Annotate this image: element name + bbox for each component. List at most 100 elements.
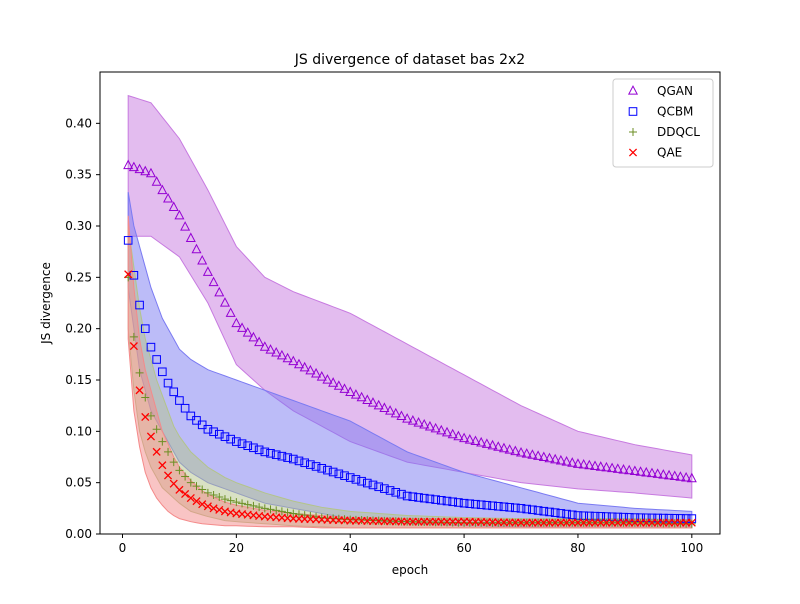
point-qgan (567, 457, 578, 467)
point-qgan (225, 307, 236, 317)
point-qgan (214, 286, 225, 297)
point-qgan (163, 192, 174, 203)
point-qgan (470, 435, 481, 446)
point-qcbm (226, 434, 235, 444)
point-ddqcl (146, 411, 155, 420)
point-qcbm (249, 443, 258, 453)
point-qgan (612, 463, 623, 473)
point-qae (215, 505, 224, 514)
point-qgan (140, 165, 151, 176)
point-ddqcl (289, 509, 298, 518)
band-qae (127, 215, 693, 529)
point-qcbm (203, 424, 213, 434)
point-qcbm (414, 493, 423, 502)
point-qgan (311, 367, 322, 378)
point-qcbm (232, 437, 241, 446)
point-qcbm (146, 342, 156, 352)
point-qgan (248, 331, 259, 342)
point-qcbm (192, 416, 201, 425)
point-qgan (123, 159, 134, 170)
point-qcbm (306, 460, 315, 469)
point-qae (209, 504, 218, 513)
point-qae (186, 494, 195, 503)
point-qgan (367, 397, 379, 407)
point-qae (135, 386, 144, 395)
point-qcbm (402, 491, 412, 501)
point-qgan (407, 415, 418, 425)
point-qgan (362, 394, 373, 404)
point-qgan (464, 434, 475, 444)
point-qcbm (550, 508, 560, 517)
legend-label-qgan: QGAN (657, 84, 693, 98)
x-tick-label: 60 (456, 541, 471, 555)
point-ddqcl (272, 506, 281, 515)
point-qgan (339, 383, 350, 393)
point-qgan (476, 436, 487, 447)
point-qae (198, 500, 207, 509)
point-qcbm (391, 488, 401, 497)
point-qae (687, 518, 696, 527)
point-qgan (515, 446, 527, 457)
point-ddqcl (260, 504, 269, 513)
plot-frame (99, 71, 721, 535)
point-qgan (197, 255, 208, 265)
legend-label-qcbm: QCBM (657, 105, 693, 119)
point-ddqcl (181, 472, 190, 481)
point-qcbm (556, 509, 566, 518)
point-qcbm (533, 506, 543, 515)
point-qgan (254, 336, 265, 347)
point-qcbm (220, 432, 230, 441)
point-qcbm (437, 496, 446, 505)
point-qgan (157, 184, 168, 195)
point-qgan (168, 201, 179, 211)
point-qcbm (158, 367, 167, 377)
point-qgan (601, 461, 612, 472)
point-ddqcl (215, 493, 224, 502)
point-qgan (413, 417, 424, 427)
point-qcbm (180, 403, 190, 413)
point-ddqcl (243, 500, 252, 509)
point-qgan (128, 161, 139, 172)
point-qgan (561, 456, 572, 466)
x-axis-label: epoch (392, 563, 429, 577)
point-ddqcl (294, 510, 303, 519)
point-qgan (333, 380, 344, 390)
point-qcbm (505, 503, 514, 512)
legend-marker-qae (628, 148, 638, 157)
point-qcbm (448, 497, 457, 507)
point-qcbm (334, 469, 344, 479)
point-qgan (498, 442, 509, 453)
point-qgan (402, 413, 413, 423)
point-qgan (629, 465, 640, 476)
x-tick-label: 0 (119, 541, 127, 555)
y-tick-label: 0.00 (65, 527, 92, 541)
x-tick-label: 100 (680, 541, 703, 555)
point-qcbm (493, 501, 503, 511)
point-ddqcl (687, 519, 696, 528)
point-qgan (538, 451, 549, 462)
point-qgan (265, 344, 276, 354)
point-qcbm (528, 505, 537, 515)
point-qcbm (169, 387, 179, 397)
x-tick-label: 20 (229, 541, 244, 555)
point-qgan (430, 422, 441, 433)
point-ddqcl (255, 503, 264, 512)
point-qgan (447, 428, 458, 439)
point-qcbm (425, 494, 435, 504)
point-qcbm (488, 501, 497, 511)
point-qcbm (152, 355, 161, 364)
point-qcbm (408, 492, 418, 502)
point-qgan (219, 297, 230, 307)
point-qgan (208, 276, 219, 287)
point-ddqcl (198, 485, 207, 494)
point-qcbm (471, 499, 480, 509)
point-qgan (459, 432, 470, 443)
point-qcbm (260, 447, 270, 457)
point-ddqcl (226, 496, 235, 505)
point-qcbm (323, 465, 332, 475)
point-qcbm (562, 509, 571, 519)
point-qgan (658, 469, 669, 479)
point-qgan (527, 449, 538, 459)
legend-item-qae: QAE (628, 146, 682, 160)
